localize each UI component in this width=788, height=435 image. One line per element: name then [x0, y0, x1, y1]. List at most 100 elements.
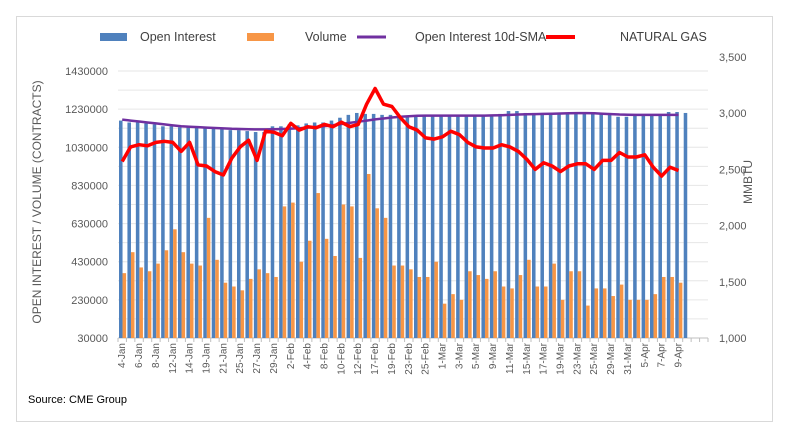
open-interest-bar [329, 120, 334, 338]
open-interest-bar [312, 122, 317, 338]
volume-bar [392, 265, 396, 338]
open-interest-bar [523, 112, 528, 338]
x-tick-label: 5-Apr [640, 342, 651, 367]
open-interest-bar [237, 130, 241, 338]
x-tick-label: 19-Feb [387, 343, 398, 375]
open-interest-bar [262, 132, 266, 338]
open-interest-bar [194, 126, 199, 338]
volume-bar [484, 278, 489, 338]
volume-bar [451, 294, 455, 338]
left-axis-ticks: 1430000 1230000 1030000 830000 630000 430000 2… [65, 66, 108, 345]
open-interest-bar [380, 114, 384, 338]
volume-bar [594, 288, 599, 338]
open-interest-bar [582, 112, 587, 338]
open-interest-bar [650, 114, 654, 338]
x-tick-label: 23-Feb [404, 343, 415, 375]
x-tick-label: 21-Jan [218, 343, 229, 374]
volume-bar [189, 263, 194, 338]
open-interest-bar [641, 114, 646, 338]
x-tick-label: 6-Jan [134, 343, 145, 368]
open-interest-bar [346, 114, 351, 338]
open-interest-bar [414, 115, 418, 338]
left-tick-label: 1030000 [65, 142, 108, 154]
volume-bar [602, 288, 607, 338]
volume-bar [459, 299, 464, 338]
volume-bar [248, 278, 253, 338]
open-interest-bar [296, 125, 300, 338]
volume-bar [274, 276, 278, 338]
x-tick-label: 29-Jan [269, 343, 280, 374]
x-tick-label: 9-Apr [674, 342, 685, 367]
x-tick-label: 4-Feb [303, 343, 314, 370]
x-tick-label: 15-Mar [522, 342, 533, 374]
x-tick-label: 8-Feb [320, 343, 331, 370]
x-tick-label: 12-Feb [353, 343, 364, 375]
volume-bar [577, 271, 582, 338]
volume-bar [299, 261, 304, 338]
legend-label: Open Interest 10d-SMA [415, 30, 547, 44]
volume-bar [510, 288, 514, 338]
open-interest-bar [422, 115, 426, 338]
x-tick-label: 25-Jan [235, 343, 246, 374]
left-tick-label: 1430000 [65, 66, 108, 78]
open-interest-bar [355, 112, 359, 338]
volume-bar [628, 299, 632, 338]
open-interest-bar [220, 129, 224, 338]
volume-bar [206, 217, 211, 338]
open-interest-bar [515, 111, 519, 338]
volume-bar [341, 204, 346, 338]
volume-bar [147, 271, 152, 338]
x-tick-label: 1-Mar [438, 342, 449, 369]
x-tick-label: 25-Feb [421, 343, 432, 375]
volume-bar [198, 265, 202, 338]
right-tick-label: 1,000 [719, 333, 747, 345]
volume-bar [611, 296, 615, 338]
open-interest-bar [489, 114, 494, 338]
open-interest-bar [616, 116, 620, 339]
source-note: Source: CME Group [28, 394, 128, 406]
legend-swatch-0 [100, 33, 127, 41]
open-interest-bar [607, 112, 612, 338]
open-interest-bar [574, 112, 578, 338]
volume-bar [493, 271, 497, 338]
x-tick-label: 11-Mar [505, 342, 516, 374]
open-interest-bar [119, 120, 123, 338]
open-interest-bar [666, 112, 671, 338]
x-tick-label: 3-Mar [454, 342, 465, 369]
volume-bar [552, 263, 556, 338]
volume-bar [324, 238, 329, 338]
volume-bar [653, 294, 658, 338]
open-interest-bar [363, 113, 367, 339]
x-tick-label: 7-Apr [657, 342, 668, 367]
left-tick-label: 430000 [71, 257, 108, 269]
open-interest-bar [161, 126, 165, 338]
volume-bar [476, 275, 481, 338]
volume-bar [586, 305, 590, 338]
volume-bar [501, 286, 506, 338]
open-interest-bar [321, 122, 325, 338]
open-interest-bar [152, 124, 157, 339]
right-axis-ticks: 3,500 3,000 2,500 2,000 1,500 1,000 [719, 52, 747, 345]
volume-bar [350, 206, 354, 338]
volume-bar [257, 269, 261, 338]
volume-bar [678, 282, 683, 338]
right-tick-label: 3,500 [719, 52, 747, 64]
open-interest-bar [397, 115, 401, 338]
x-tick-label: 12-Jan [168, 343, 179, 374]
open-interest-bar [624, 116, 629, 339]
open-interest-bar [658, 114, 662, 338]
open-interest-bar [338, 117, 342, 338]
volume-bar [173, 229, 177, 338]
volume-bar [366, 173, 371, 338]
legend-label: NATURAL GAS [620, 30, 707, 44]
volume-bar [619, 284, 624, 338]
right-tick-label: 2,000 [719, 221, 747, 233]
volume-bar [560, 299, 565, 338]
volume-bar [527, 259, 531, 338]
open-interest-bar [388, 114, 393, 338]
open-interest-bar [439, 115, 443, 338]
open-interest-bar [481, 115, 485, 338]
volume-bar [400, 265, 405, 338]
volume-bar [139, 267, 143, 338]
x-tick-label: 5-Mar [471, 342, 482, 369]
